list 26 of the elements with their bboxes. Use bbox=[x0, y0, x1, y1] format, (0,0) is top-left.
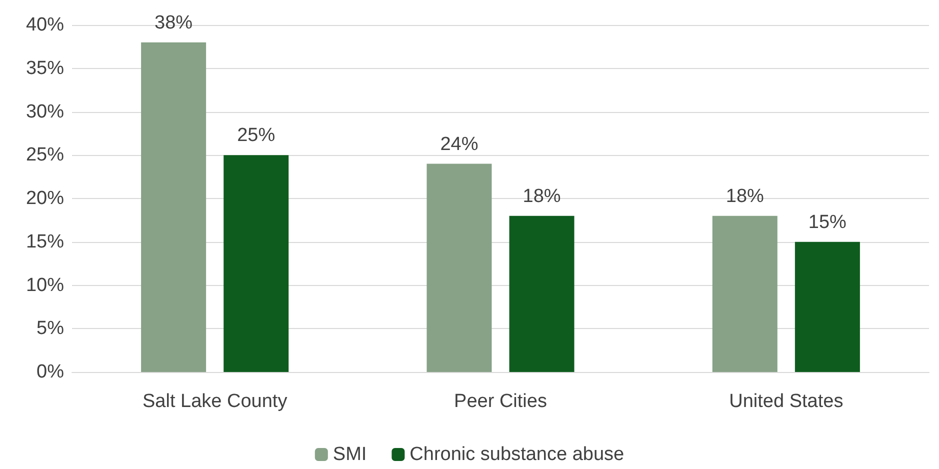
x-tick-label: Salt Lake County bbox=[142, 391, 288, 412]
legend-label: SMI bbox=[332, 444, 367, 465]
y-tick-label: 10% bbox=[26, 274, 64, 296]
legend-label: Chronic substance abuse bbox=[410, 444, 624, 465]
bar bbox=[141, 42, 206, 372]
data-label: 15% bbox=[808, 212, 847, 233]
data-label: 24% bbox=[440, 134, 478, 155]
bar bbox=[509, 216, 574, 372]
data-label: 18% bbox=[726, 186, 764, 207]
x-tick-label: Peer Cities bbox=[454, 391, 547, 412]
y-tick-label: 40% bbox=[26, 14, 64, 36]
y-tick-label: 25% bbox=[26, 144, 64, 166]
y-tick-label: 30% bbox=[26, 101, 64, 122]
x-tick-label: United States bbox=[729, 391, 844, 412]
bar bbox=[712, 216, 778, 372]
bar bbox=[224, 155, 289, 372]
y-tick-label: 20% bbox=[26, 188, 64, 209]
bar bbox=[794, 242, 860, 372]
y-tick-label: 0% bbox=[36, 362, 64, 382]
y-tick-label: 15% bbox=[26, 231, 64, 252]
bar bbox=[426, 164, 492, 372]
data-label: 18% bbox=[522, 186, 561, 207]
y-tick-label: 5% bbox=[36, 318, 64, 340]
data-label: 25% bbox=[237, 125, 276, 146]
data-label: 38% bbox=[154, 12, 193, 34]
y-tick-label: 35% bbox=[26, 58, 64, 79]
